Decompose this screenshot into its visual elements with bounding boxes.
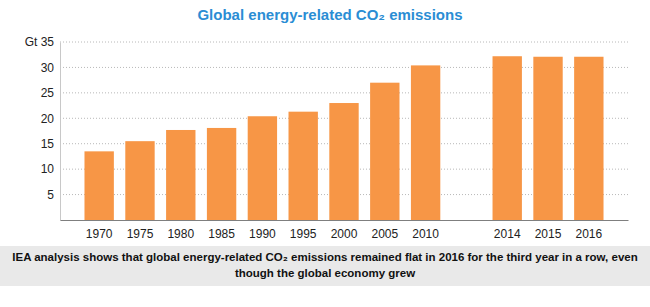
bar [125, 141, 154, 220]
x-tick-label: 1985 [208, 227, 235, 241]
y-tick: 5 [47, 188, 60, 202]
bar [411, 65, 440, 220]
x-tick: 1985 [208, 227, 235, 241]
bar [329, 103, 358, 220]
y-tick-label: 5 [47, 188, 54, 202]
y-tick-label: Gt 35 [25, 35, 55, 49]
x-tick-label: 2000 [331, 227, 358, 241]
bar [84, 151, 113, 220]
bar [493, 56, 522, 220]
x-tick: 2000 [331, 227, 358, 241]
x-tick-label: 1975 [127, 227, 154, 241]
y-tick-label: 25 [41, 86, 55, 100]
x-tick: 1990 [249, 227, 276, 241]
chart-root: Global energy-related CO₂ emissions 5 10 15… [0, 0, 650, 307]
x-tick-label: 1990 [249, 227, 276, 241]
x-tick: 2010 [412, 227, 439, 241]
grid-line [60, 42, 628, 43]
x-tick-label: 2010 [412, 227, 439, 241]
caption: IEA analysis shows that global energy-re… [0, 246, 650, 286]
title: Global energy-related CO₂ emissions [197, 6, 462, 23]
y-tick-label: 10 [41, 162, 55, 176]
x-axis-line [61, 220, 629, 221]
bar [370, 83, 399, 220]
bar [533, 57, 562, 220]
bar [166, 130, 195, 220]
x-tick-label: 1980 [167, 227, 194, 241]
x-tick: 2015 [535, 227, 562, 241]
y-axis: 5 10 15 20 25 30 Gt 35 [25, 35, 61, 220]
y-axis-line [60, 43, 61, 221]
bars [84, 56, 603, 220]
x-tick-label: 2016 [575, 227, 602, 241]
x-tick-label: 2015 [535, 227, 562, 241]
x-tick: 1980 [167, 227, 194, 241]
bar [248, 116, 277, 220]
x-tick-label: 2005 [371, 227, 398, 241]
y-tick: 15 [41, 137, 60, 151]
x-tick: 1995 [290, 227, 317, 241]
y-tick: 30 [41, 61, 60, 75]
bar [289, 112, 318, 220]
y-tick-label: 30 [41, 61, 55, 75]
y-tick: 20 [41, 112, 60, 126]
x-axis: 1970 1975 1980 1985 1990 1995 2000 2005 2010 2014… [61, 221, 629, 241]
x-tick: 1975 [127, 227, 154, 241]
x-tick-label: 1970 [86, 227, 113, 241]
x-tick-label: 2014 [494, 227, 521, 241]
y-tick-label: 20 [41, 112, 55, 126]
y-tick: Gt 35 [25, 35, 60, 49]
x-tick-label: 1995 [290, 227, 317, 241]
x-tick: 2005 [371, 227, 398, 241]
x-tick: 2014 [494, 227, 521, 241]
x-tick: 1970 [86, 227, 113, 241]
y-tick: 25 [41, 86, 60, 100]
y-tick-label: 15 [41, 137, 55, 151]
bar [207, 128, 236, 220]
bar [574, 57, 603, 220]
x-tick: 2016 [575, 227, 602, 241]
y-tick: 10 [41, 162, 60, 176]
